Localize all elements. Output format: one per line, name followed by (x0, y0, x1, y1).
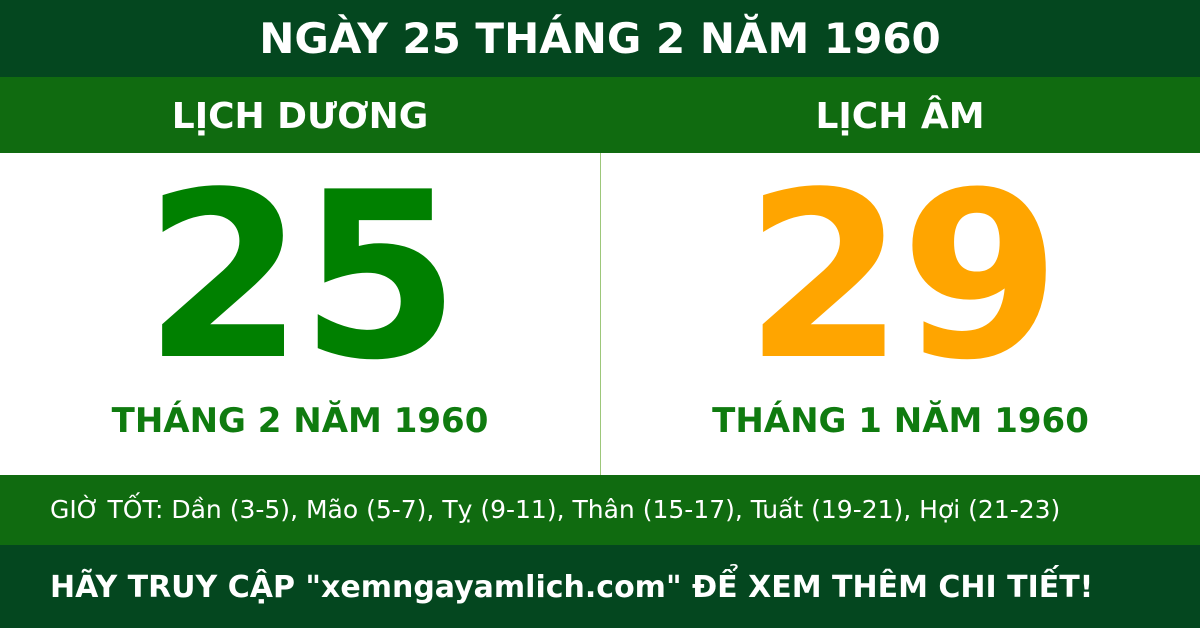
solar-day: 25 (143, 144, 460, 411)
lunar-month-year: THÁNG 1 NĂM 1960 (712, 401, 1089, 441)
page-title: NGÀY 25 THÁNG 2 NĂM 1960 (0, 0, 1200, 77)
solar-panel: 25 THÁNG 2 NĂM 1960 (0, 153, 600, 475)
solar-month-year: THÁNG 2 NĂM 1960 (111, 401, 489, 441)
lunar-day: 29 (744, 144, 1060, 411)
calendar-headers: LỊCH DƯƠNG LỊCH ÂM (0, 77, 1200, 153)
good-hours: GIỜ TỐT: Dần (3-5), Mão (5-7), Tỵ (9-11)… (0, 475, 1200, 545)
footer-cta: HÃY TRUY CẬP "xemngayamlich.com" ĐỂ XEM … (0, 545, 1200, 628)
lunar-panel: 29 THÁNG 1 NĂM 1960 (601, 153, 1200, 475)
lunar-label: LỊCH ÂM (815, 96, 985, 137)
solar-label: LỊCH DƯƠNG (171, 96, 429, 137)
divider (600, 153, 601, 475)
